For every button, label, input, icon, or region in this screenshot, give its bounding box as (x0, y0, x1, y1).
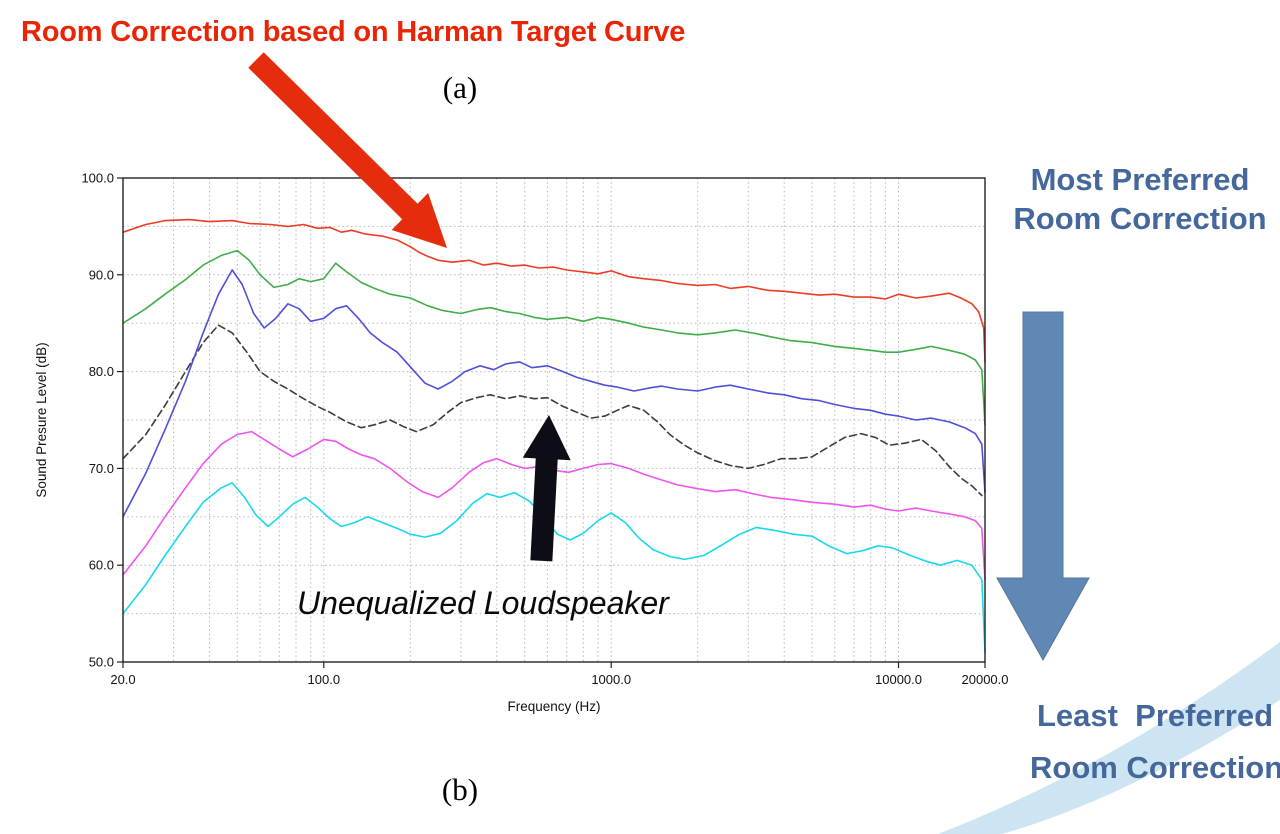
figure-b-label: (b) (441, 772, 479, 807)
series-green (122, 249, 986, 426)
y-tick-label: 50.0 (89, 655, 114, 670)
series-red (122, 218, 986, 363)
series-magenta (122, 430, 986, 581)
room-correction-annotation: Room Correction based on Harman Target C… (21, 16, 686, 48)
most-preferred-line1: Most Preferred (1030, 162, 1250, 197)
series-blue (122, 269, 986, 518)
series-cyan (122, 482, 986, 654)
x-tick-label: 100.0 (308, 672, 341, 687)
least-preferred-line2: Room Correction (1030, 750, 1280, 785)
least-preferred-line1: Least Preferred (1036, 698, 1274, 733)
y-axis-title: Sound Presure Level (dB) (34, 342, 49, 497)
x-tick-label: 20000.0 (962, 672, 1009, 687)
spl-frequency-chart: 20.0 100.0 1000.0 10000.0 20000.0 50.0 60.0 70.… (30, 160, 1070, 730)
y-tick-label: 80.0 (89, 364, 114, 379)
least-preferred-annotation: Least Preferred Room Correction (1030, 690, 1280, 794)
chart-canvas: 20.0 100.0 1000.0 10000.0 20000.0 50.0 60.0 70.… (34, 171, 1009, 715)
y-tick-label: 70.0 (89, 461, 114, 476)
y-tick-label: 90.0 (89, 267, 114, 282)
x-axis-title: Frequency (Hz) (507, 699, 600, 714)
x-tick-label: 10000.0 (875, 672, 922, 687)
y-tick-label: 60.0 (89, 558, 114, 573)
series-unequalized-loudspeaker (122, 324, 983, 497)
most-preferred-line2: Room Correction (1013, 201, 1267, 236)
most-preferred-annotation: Most Preferred Room Correction (1002, 160, 1278, 238)
axes: 20.0 100.0 1000.0 10000.0 20000.0 50.0 60.0 70.… (34, 171, 1009, 715)
x-tick-label: 20.0 (110, 672, 135, 687)
unequalized-annotation: Unequalized Loudspeaker (297, 585, 669, 621)
figure-a-label: (a) (442, 70, 478, 105)
y-tick-label: 100.0 (81, 171, 114, 186)
x-tick-label: 1000.0 (591, 672, 631, 687)
